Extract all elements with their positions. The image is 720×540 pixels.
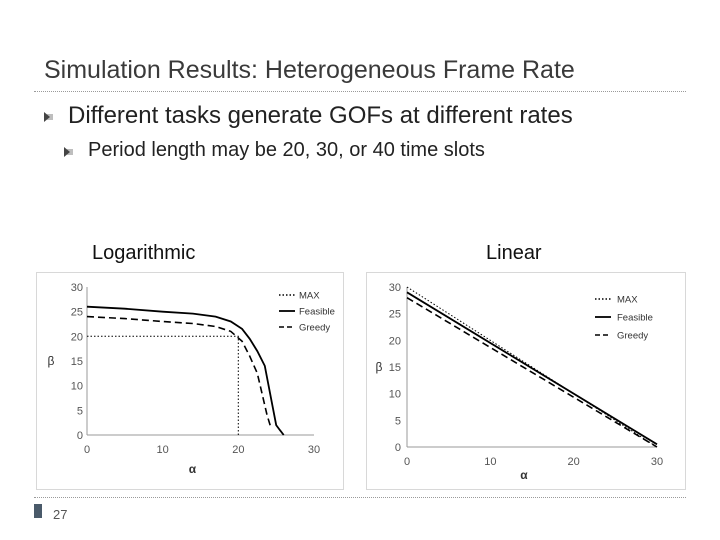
y-tick-label: 10 <box>389 389 401 401</box>
chart-svg-1: 0 5 10 15 20 25 30 0 10 20 30 α β MAX Feasible Greedy <box>376 282 664 482</box>
linear-chart: 0 5 10 15 20 25 30 0 10 20 30 α β MAX Feasible Greedy <box>366 272 686 490</box>
y-tick-label: 5 <box>77 405 83 417</box>
chart-label-logarithmic: Logarithmic <box>92 242 196 264</box>
series-line-greedy <box>86 315 272 428</box>
series-line-max <box>406 286 658 448</box>
y-tick-label: 15 <box>389 362 401 374</box>
y-tick-label: 15 <box>71 356 83 368</box>
bullet-main: Different tasks generate GOFs at differe… <box>44 102 573 130</box>
legend-label-max: MAX <box>617 295 638 306</box>
y-tick-label: 25 <box>71 307 83 319</box>
x-tick-label: 10 <box>484 456 496 468</box>
legend-label-greedy: Greedy <box>299 323 330 334</box>
x-tick-label: 20 <box>568 456 580 468</box>
y-tick-label: 30 <box>71 282 83 294</box>
logarithmic-chart: 0 5 10 15 20 25 30 0 10 20 30 α β MAX Feasible Greedy <box>36 272 344 490</box>
y-tick-label: 0 <box>395 442 401 454</box>
y-tick-label: 30 <box>389 282 401 294</box>
page-marker <box>34 504 42 518</box>
chart-label-linear: Linear <box>486 242 542 264</box>
legend-label-feasible: Feasible <box>617 313 653 324</box>
x-tick-label: 10 <box>157 444 169 456</box>
y-tick-label: 20 <box>389 335 401 347</box>
y-tick-label: 20 <box>71 331 83 343</box>
legend-label-greedy: Greedy <box>617 331 648 342</box>
y-axis-label: β <box>376 360 383 374</box>
y-tick-label: 5 <box>395 415 401 427</box>
y-tick-label: 10 <box>71 381 83 393</box>
chart-svg-0: 0 5 10 15 20 25 30 0 10 20 30 α β MAX Feasible Greedy <box>48 282 335 476</box>
series-line-feasible <box>406 291 658 446</box>
bullet-main-text: Different tasks generate GOFs at differe… <box>68 102 573 129</box>
series-line-feasible <box>86 305 285 436</box>
x-tick-label: 20 <box>232 444 244 456</box>
page-number: 27 <box>53 507 68 522</box>
x-tick-label: 30 <box>651 456 663 468</box>
y-tick-label: 0 <box>77 430 83 442</box>
x-tick-label: 30 <box>308 444 320 456</box>
slide-title: Simulation Results: Heterogeneous Frame … <box>44 56 575 84</box>
bullet-arrow-icon <box>64 146 74 157</box>
title-divider <box>34 91 686 92</box>
legend-label-feasible: Feasible <box>299 307 335 318</box>
x-tick-label: 0 <box>84 444 90 456</box>
x-axis-label: α <box>520 468 528 482</box>
legend-label-max: MAX <box>299 291 320 302</box>
bullet-sub-text: Period length may be 20, 30, or 40 time … <box>88 139 485 161</box>
bullet-arrow-icon <box>44 112 54 122</box>
x-tick-label: 0 <box>404 456 410 468</box>
series-line-max <box>87 335 239 435</box>
y-axis-label: β <box>48 354 55 368</box>
footer-divider <box>34 497 686 498</box>
series-line-greedy <box>406 297 658 448</box>
x-axis-label: α <box>189 462 197 476</box>
bullet-sub: Period length may be 20, 30, or 40 time … <box>64 139 485 162</box>
y-tick-label: 25 <box>389 309 401 321</box>
